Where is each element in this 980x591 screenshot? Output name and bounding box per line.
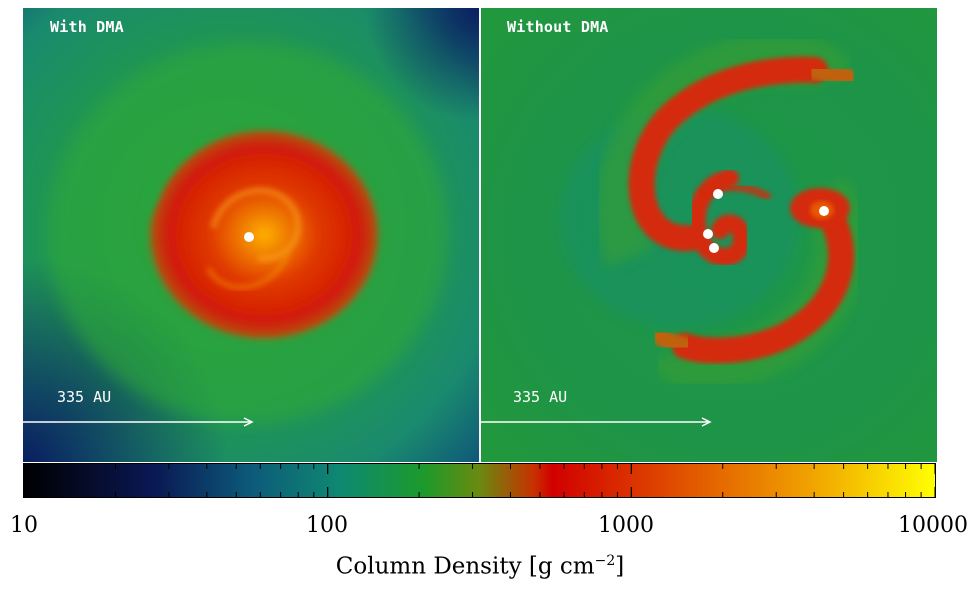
star-sink	[709, 243, 719, 253]
panel-with-dma	[23, 8, 479, 462]
colorbar-title: Column Density [g cm−2]	[0, 553, 960, 580]
colorbar-title-exponent: −2	[594, 553, 616, 569]
colorbar-tick-label: 1000	[598, 513, 654, 538]
density-map-without-dma	[480, 8, 937, 462]
scale-label-left: 335 AU	[57, 388, 112, 406]
colorbar-tick-label: 10	[10, 513, 38, 538]
panel-divider	[479, 8, 481, 462]
scale-label-right: 335 AU	[513, 388, 568, 406]
star-sink	[703, 229, 713, 239]
colorbar-title-end: ]	[615, 553, 625, 580]
star-sink	[713, 189, 723, 199]
colorbar-tick-label: 100	[306, 513, 348, 538]
colorbar-gradient	[24, 464, 935, 497]
panel-label-with-dma: With DMA	[50, 18, 124, 36]
colorbar-title-text: Column Density [g cm	[335, 553, 595, 580]
colorbar	[23, 463, 936, 498]
star-sink	[244, 232, 254, 242]
density-map-with-dma	[23, 8, 479, 462]
star-sink	[819, 206, 829, 216]
panel-without-dma	[480, 8, 937, 462]
panel-label-without-dma: Without DMA	[507, 18, 609, 36]
scale-arrow-left	[23, 417, 254, 427]
scale-arrow-right	[481, 417, 712, 427]
colorbar-tick-label: 10000	[898, 513, 968, 538]
